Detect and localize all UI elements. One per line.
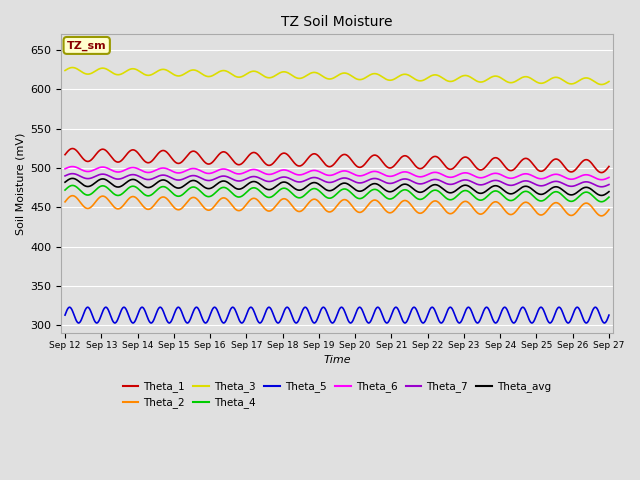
Theta_avg [292,187,300,192]
Theta_2 [61,199,69,205]
Theta_2 [598,213,605,219]
Theta_2 [104,196,111,202]
Theta_2 [69,193,77,199]
Theta_3 [371,71,379,76]
Theta_1 [126,148,134,154]
Theta_5 [328,320,336,326]
Theta_5 [605,312,612,318]
Title: TZ Soil Moisture: TZ Soil Moisture [281,15,393,29]
Theta_3 [126,67,134,72]
Theta_avg [598,192,605,198]
Theta_7 [104,172,111,178]
Theta_5 [313,317,321,323]
Theta_6 [68,164,76,169]
Theta_5 [338,304,346,310]
Theta_5 [371,307,379,313]
Theta_7 [303,177,311,182]
Theta_3 [292,75,300,81]
Theta_7 [61,173,69,179]
Theta_5 [61,312,69,318]
Theta_6 [598,177,605,182]
Theta_5 [125,314,133,320]
Theta_3 [314,70,321,76]
Theta_7 [598,184,605,190]
Theta_7 [68,171,76,177]
Theta_7 [371,176,379,181]
Line: Theta_3: Theta_3 [65,68,609,84]
Y-axis label: Soil Moisture (mV): Soil Moisture (mV) [15,132,25,235]
Line: Theta_avg: Theta_avg [65,179,609,195]
Line: Theta_6: Theta_6 [65,167,609,180]
Theta_2 [292,207,300,213]
Theta_3 [104,67,111,72]
Theta_6 [61,166,69,172]
Theta_1 [605,164,612,169]
Theta_2 [605,207,612,213]
Theta_6 [303,169,311,175]
Theta_3 [61,68,69,73]
Theta_6 [126,165,134,171]
Theta_avg [61,180,69,185]
Theta_2 [303,202,311,207]
Theta_4 [61,187,69,193]
Theta_7 [292,179,300,184]
Theta_3 [598,82,605,87]
Theta_5 [303,306,311,312]
Theta_avg [314,180,321,186]
Line: Theta_2: Theta_2 [65,196,609,216]
Theta_1 [303,156,311,162]
Theta_4 [314,187,321,192]
Line: Theta_5: Theta_5 [65,307,609,323]
Theta_1 [314,152,321,158]
Text: TZ_sm: TZ_sm [67,40,106,50]
Theta_avg [303,183,311,189]
Theta_avg [605,189,612,194]
Theta_3 [303,72,311,78]
Theta_6 [605,175,612,180]
Theta_avg [69,176,77,181]
Theta_7 [126,172,134,178]
Theta_6 [104,165,111,171]
Theta_1 [598,170,605,176]
Theta_4 [69,182,77,188]
Theta_2 [126,195,134,201]
Theta_1 [61,152,69,157]
X-axis label: Time: Time [323,355,351,365]
Theta_6 [292,171,300,177]
Theta_4 [371,187,379,192]
Theta_3 [68,65,76,71]
Theta_4 [605,194,612,200]
Theta_avg [371,181,379,187]
Theta_3 [605,79,612,84]
Line: Theta_4: Theta_4 [65,185,609,202]
Theta_4 [104,185,111,191]
Theta_avg [104,178,111,183]
Theta_6 [371,168,379,174]
Theta_7 [314,175,321,181]
Theta_1 [292,162,300,168]
Theta_4 [126,184,134,190]
Theta_avg [126,178,134,183]
Theta_1 [104,149,111,155]
Theta_2 [371,197,379,203]
Line: Theta_1: Theta_1 [65,148,609,173]
Theta_4 [598,199,605,204]
Theta_2 [314,197,321,203]
Theta_5 [292,320,300,326]
Line: Theta_7: Theta_7 [65,174,609,187]
Theta_4 [292,194,300,200]
Theta_4 [303,190,311,195]
Theta_6 [314,168,321,174]
Legend: Theta_1, Theta_2, Theta_3, Theta_4, Theta_5, Theta_6, Theta_7, Theta_avg: Theta_1, Theta_2, Theta_3, Theta_4, Thet… [118,377,556,413]
Theta_7 [605,181,612,187]
Theta_1 [69,145,77,151]
Theta_5 [103,305,111,311]
Theta_1 [371,152,379,158]
